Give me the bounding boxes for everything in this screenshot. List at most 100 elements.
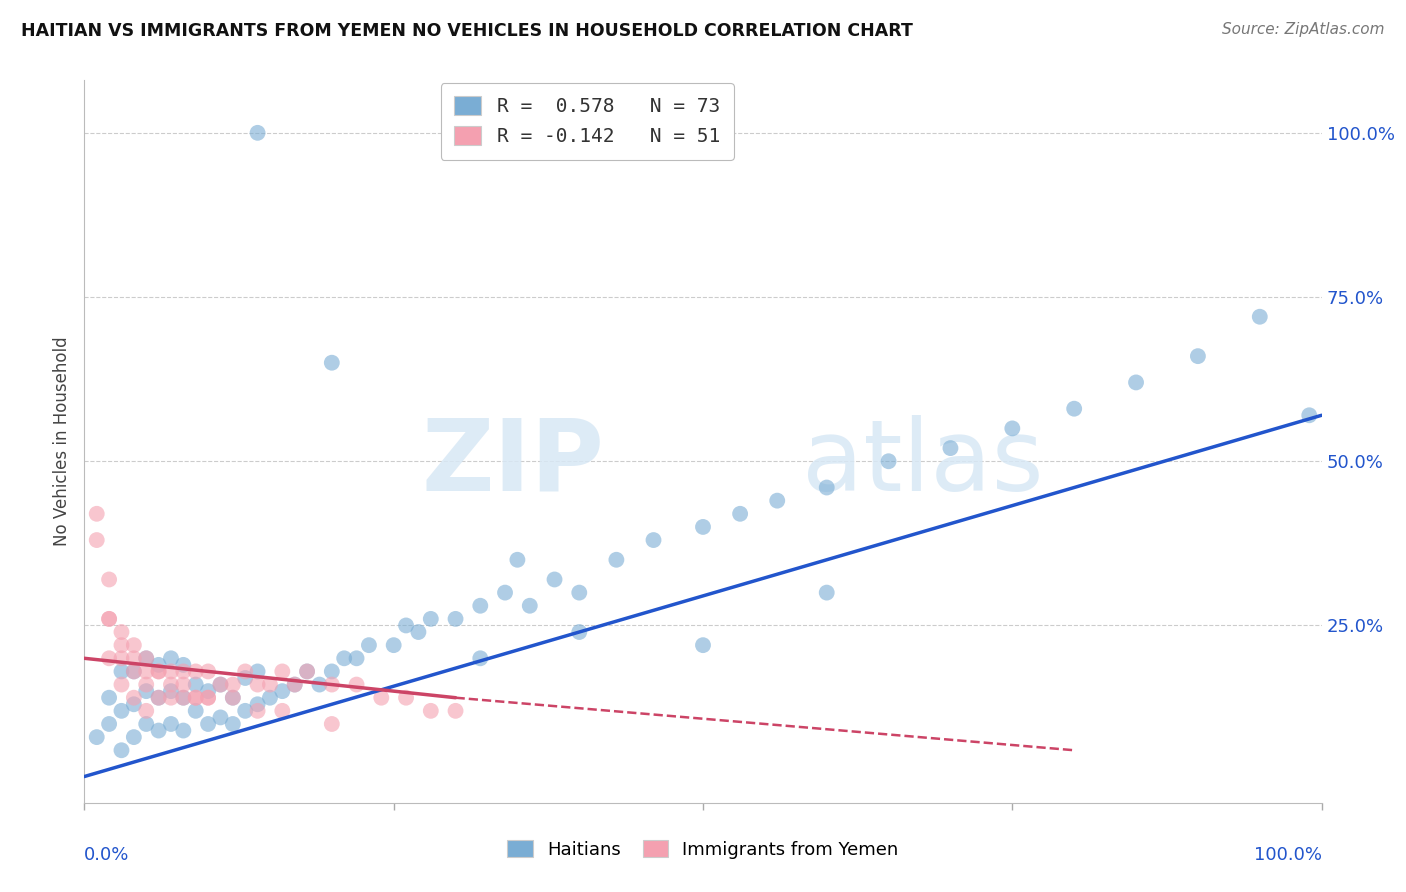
Point (494, 585, 516, 599)
Point (605, 553, 627, 567)
Point (160, 665, 183, 679)
Text: atlas: atlas (801, 415, 1043, 512)
Point (135, 704, 157, 718)
Point (308, 677, 330, 691)
Point (419, 704, 441, 718)
Point (98, 612, 121, 626)
Point (98, 690, 121, 705)
Point (148, 665, 170, 679)
Point (148, 690, 170, 705)
Point (321, 717, 343, 731)
Point (321, 356, 343, 370)
Point (110, 638, 132, 652)
Point (1187, 349, 1209, 363)
Point (135, 677, 157, 691)
Point (148, 657, 170, 672)
Point (692, 638, 714, 652)
Point (148, 690, 170, 705)
Point (135, 651, 157, 665)
Point (692, 520, 714, 534)
Point (197, 717, 219, 731)
Point (148, 665, 170, 679)
Point (209, 710, 232, 724)
Point (444, 704, 467, 718)
Point (568, 625, 591, 640)
Point (110, 677, 132, 691)
Point (728, 507, 751, 521)
Point (160, 684, 183, 698)
Point (370, 690, 392, 705)
Point (295, 665, 318, 679)
Point (877, 454, 900, 468)
Point (197, 684, 219, 698)
Point (222, 690, 245, 705)
Point (184, 690, 207, 705)
Point (233, 671, 256, 685)
Point (98, 651, 121, 665)
Point (122, 665, 145, 679)
Point (321, 677, 343, 691)
Point (172, 690, 194, 705)
Y-axis label: No Vehicles in Household: No Vehicles in Household (53, 336, 72, 547)
Point (346, 651, 368, 665)
Point (284, 677, 307, 691)
Point (110, 625, 132, 640)
Point (148, 723, 170, 738)
Point (419, 612, 441, 626)
Point (122, 698, 145, 712)
Point (284, 677, 307, 691)
Point (395, 618, 418, 632)
Point (233, 665, 256, 679)
Point (160, 677, 183, 691)
Point (209, 677, 232, 691)
Point (110, 743, 132, 757)
Point (321, 665, 343, 679)
Point (98, 573, 121, 587)
Point (346, 677, 368, 691)
Point (271, 684, 294, 698)
Point (246, 677, 269, 691)
Point (222, 717, 245, 731)
Point (135, 717, 157, 731)
Point (110, 665, 132, 679)
Point (1001, 421, 1024, 435)
Point (197, 665, 219, 679)
Point (1298, 409, 1320, 423)
Point (470, 651, 492, 665)
Point (86, 730, 108, 744)
Point (86, 533, 108, 547)
Point (222, 690, 245, 705)
Point (172, 690, 194, 705)
Point (172, 677, 194, 691)
Point (172, 657, 194, 672)
Point (295, 665, 318, 679)
Point (122, 690, 145, 705)
Point (519, 599, 541, 613)
Point (1249, 310, 1271, 324)
Point (197, 690, 219, 705)
Point (1063, 401, 1085, 416)
Point (122, 638, 145, 652)
Point (271, 704, 294, 718)
Point (122, 730, 145, 744)
Point (184, 677, 207, 691)
Point (160, 717, 183, 731)
Point (766, 493, 789, 508)
Point (222, 677, 245, 691)
Point (246, 698, 269, 712)
Text: 100.0%: 100.0% (1254, 847, 1322, 864)
Point (470, 599, 492, 613)
Point (86, 507, 108, 521)
Point (643, 533, 665, 547)
Point (172, 665, 194, 679)
Point (246, 126, 269, 140)
Point (135, 665, 157, 679)
Point (408, 625, 430, 640)
Point (184, 665, 207, 679)
Point (333, 651, 356, 665)
Point (568, 585, 591, 599)
Text: 0.0%: 0.0% (84, 847, 129, 864)
Point (815, 585, 838, 599)
Point (357, 638, 380, 652)
Point (209, 677, 232, 691)
